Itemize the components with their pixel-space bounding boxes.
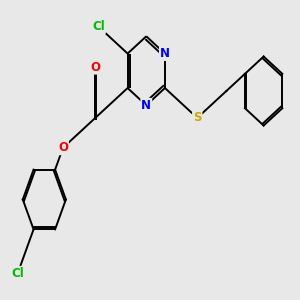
Text: O: O <box>90 61 100 74</box>
Text: S: S <box>193 111 202 124</box>
Text: Cl: Cl <box>11 267 24 280</box>
Text: O: O <box>58 141 68 154</box>
Text: Cl: Cl <box>92 20 105 33</box>
Text: N: N <box>160 47 170 60</box>
Text: N: N <box>141 99 151 112</box>
